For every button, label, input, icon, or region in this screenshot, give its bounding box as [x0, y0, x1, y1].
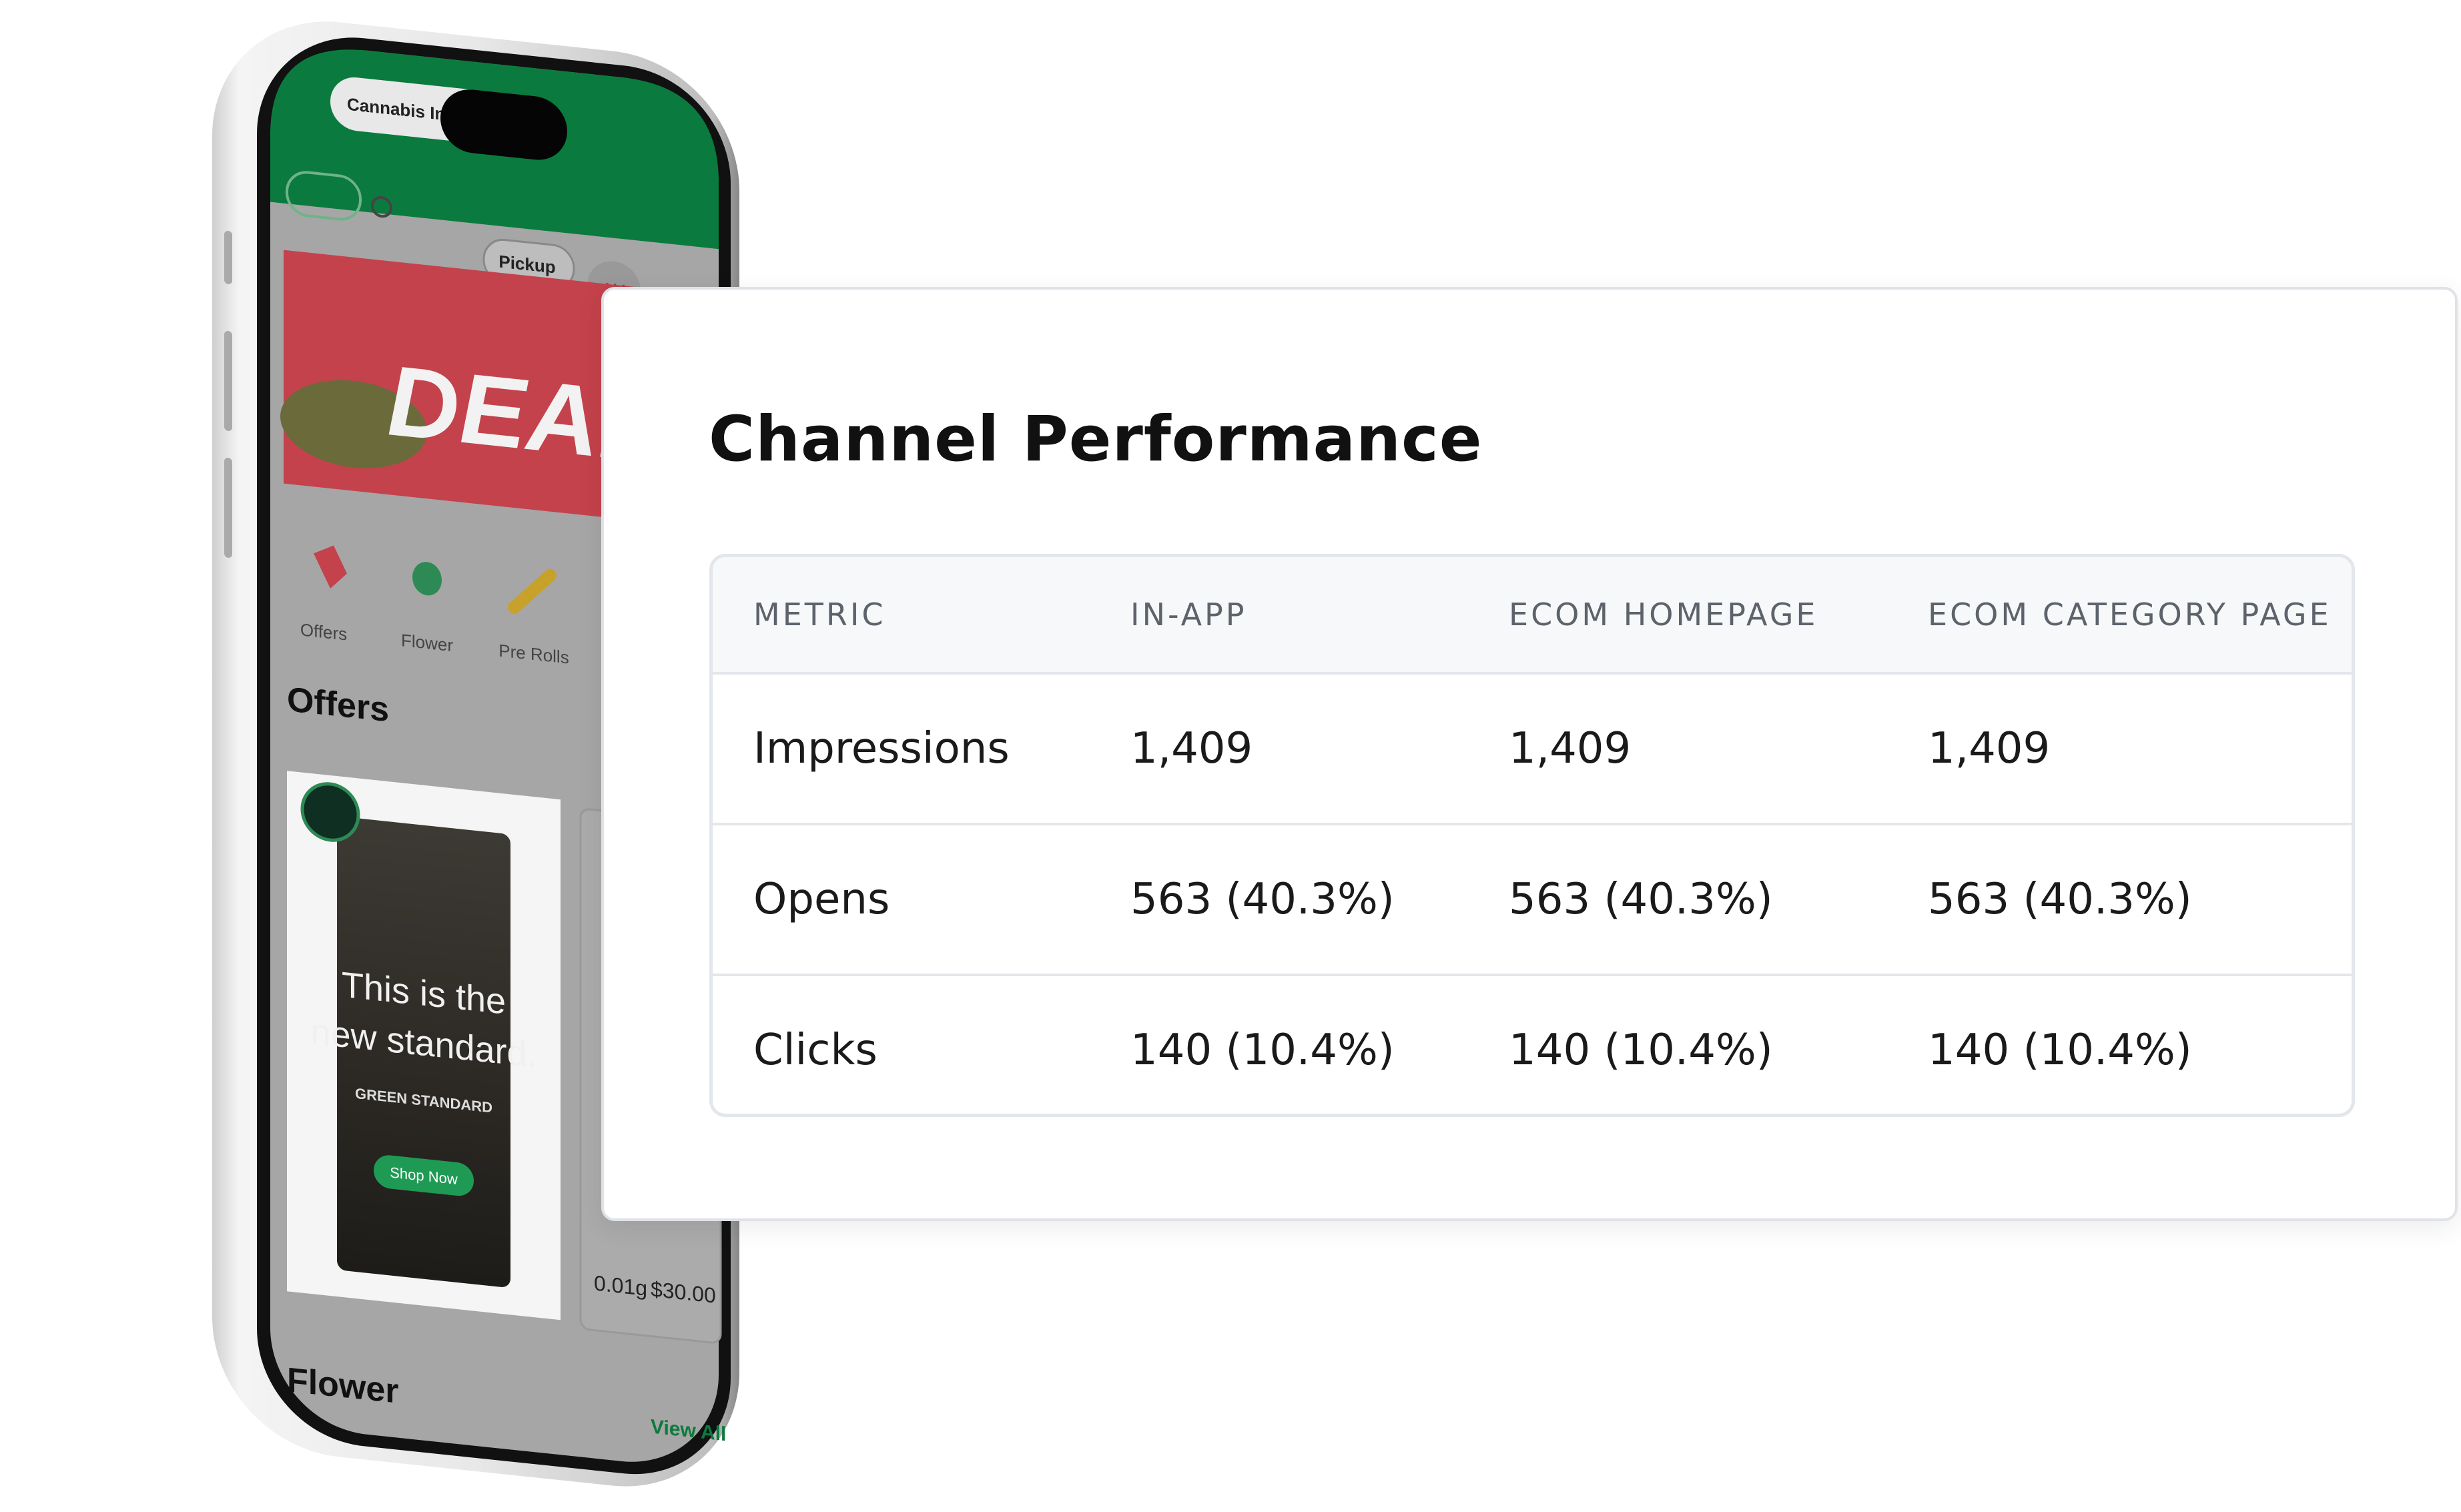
table-cell: Impressions — [753, 724, 1010, 773]
table-cell: 563 (40.3%) — [1509, 875, 1773, 924]
table-cell: Opens — [753, 875, 890, 924]
side-button — [224, 230, 232, 284]
table-row: Impressions 1,409 1,409 1,409 — [713, 675, 2352, 825]
bud-image — [280, 380, 427, 468]
column-header: METRIC — [753, 597, 886, 633]
offers-icon — [314, 545, 347, 589]
table-cell: 140 (10.4%) — [1509, 1026, 1773, 1075]
table-row: Clicks 140 (10.4%) 140 (10.4%) 140 (10.4%) — [713, 976, 2352, 1114]
column-header: IN-APP — [1130, 597, 1247, 633]
performance-card: Channel Performance METRIC IN-APP ECOM HOM… — [601, 287, 2458, 1221]
table-cell: 563 (40.3%) — [1928, 875, 2192, 924]
menu-label: Menu — [302, 184, 345, 209]
column-header: ECOM CATEGORY PAGE — [1928, 597, 2332, 633]
table-cell: 140 (10.4%) — [1928, 1026, 2192, 1075]
menu-button[interactable] — [286, 170, 362, 222]
table-cell: Clicks — [753, 1026, 877, 1075]
flower-icon — [412, 562, 442, 596]
performance-table: METRIC IN-APP ECOM HOMEPAGE ECOM CATEGORY P… — [709, 554, 2355, 1117]
table-row: Opens 563 (40.3%) 563 (40.3%) 563 (40.3%) — [713, 825, 2352, 976]
table-cell: 140 (10.4%) — [1130, 1026, 1395, 1075]
side-button — [224, 457, 232, 558]
brand-badge — [300, 782, 360, 842]
table-cell: 563 (40.3%) — [1130, 875, 1395, 924]
category-label[interactable]: Offers — [300, 619, 347, 644]
card-title: Channel Performance — [709, 403, 1483, 476]
preroll-icon — [508, 569, 557, 614]
column-header: ECOM HOMEPAGE — [1509, 597, 1818, 633]
table-cell: 1,409 — [1130, 724, 1253, 773]
search-icon[interactable] — [371, 196, 392, 218]
table-cell: 1,409 — [1509, 724, 1632, 773]
side-button — [224, 330, 232, 431]
dynamic-island — [440, 89, 567, 160]
table-cell: 1,409 — [1928, 724, 2051, 773]
shop-now-button[interactable] — [374, 1154, 474, 1198]
table-header: METRIC IN-APP ECOM HOMEPAGE ECOM CATEGORY P… — [713, 557, 2352, 675]
product-weight: 0.01g — [594, 1271, 647, 1300]
